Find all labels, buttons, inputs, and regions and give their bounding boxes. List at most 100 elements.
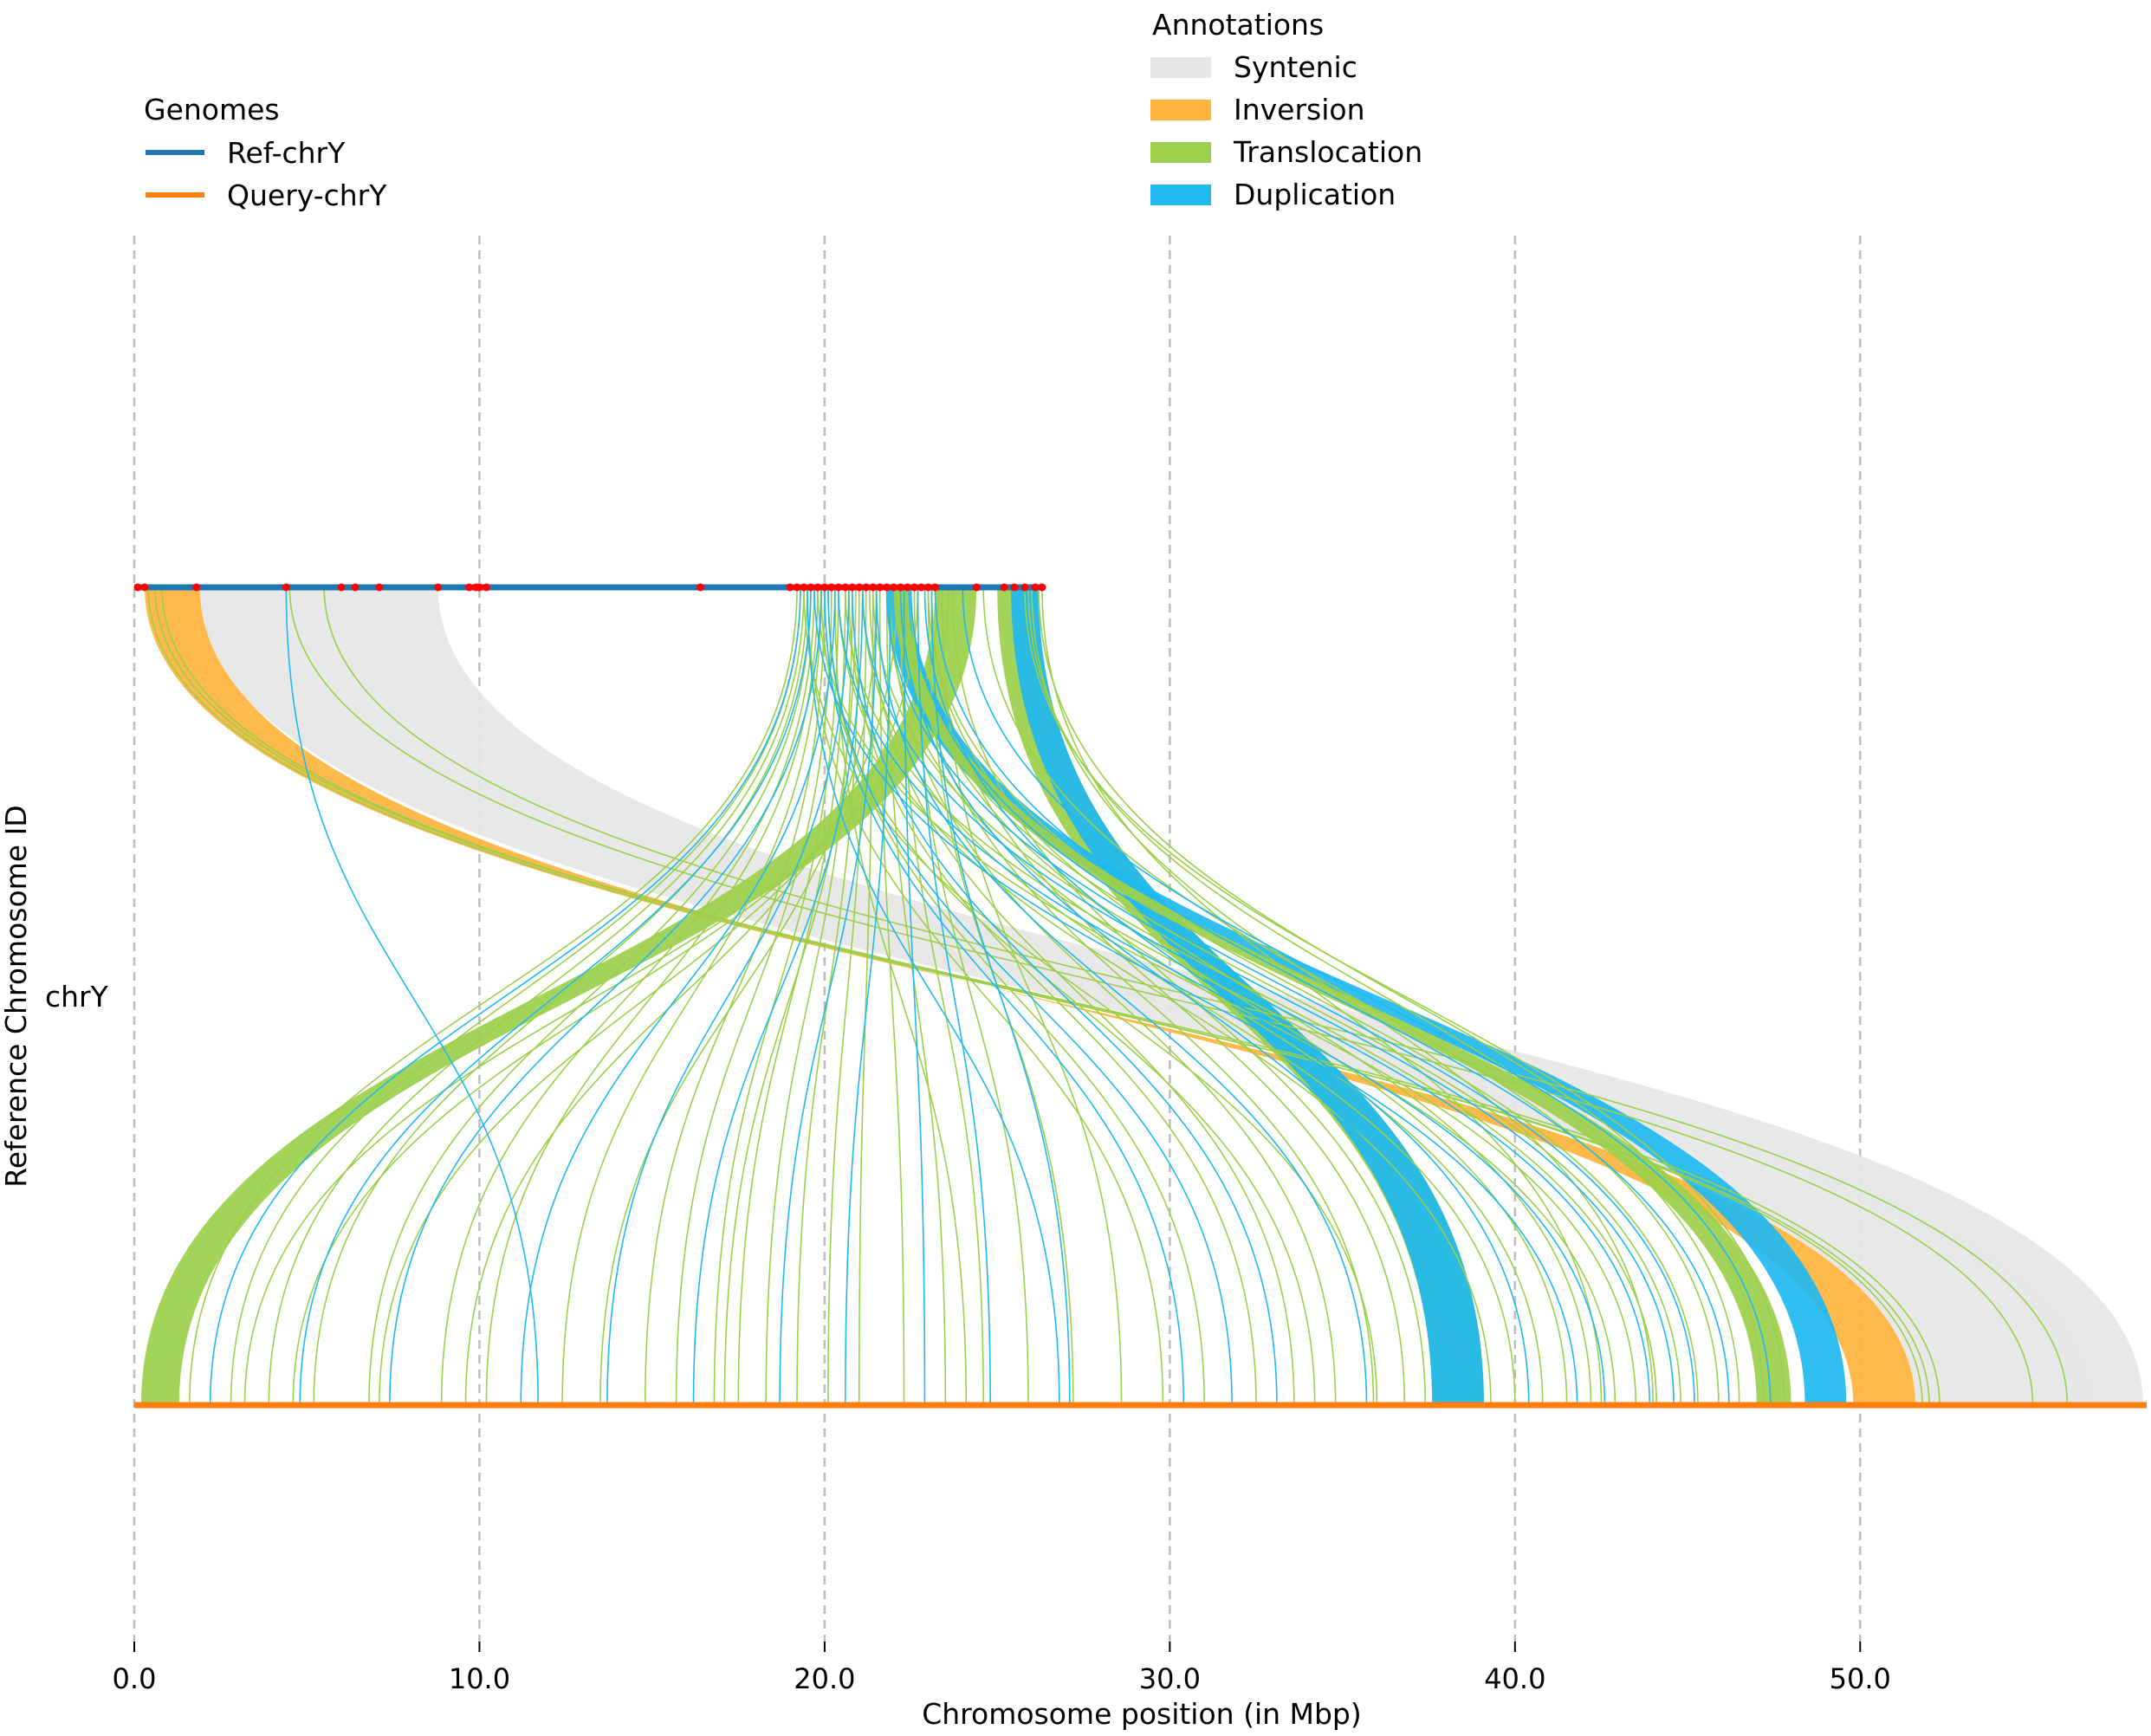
- breakpoint-marker: [890, 583, 898, 592]
- breakpoint-marker: [800, 583, 808, 592]
- link-duplication: [962, 586, 1772, 1406]
- ribbon-syntenic: [192, 587, 2096, 1405]
- link-translocation: [230, 586, 801, 1406]
- x-tick-label: 30.0: [1139, 1662, 1201, 1695]
- link-translocation: [368, 586, 812, 1406]
- breakpoint-marker: [904, 583, 912, 592]
- breakpoint-marker: [465, 583, 474, 592]
- link-translocation: [913, 586, 1029, 1406]
- link-translocation: [871, 586, 1657, 1406]
- breakpoint-marker: [813, 583, 822, 592]
- link-duplication: [930, 586, 1071, 1406]
- link-duplication: [285, 586, 539, 1406]
- row-label-chrY: chrY: [45, 980, 109, 1014]
- link-duplication: [851, 586, 1278, 1406]
- link-translocation: [644, 586, 826, 1406]
- link-duplication: [910, 586, 1695, 1406]
- link-duplication: [779, 586, 878, 1406]
- link-duplication: [875, 586, 1368, 1406]
- link-translocation: [147, 586, 1930, 1406]
- link-translocation: [820, 586, 1316, 1406]
- link-translocation: [807, 586, 1164, 1406]
- breakpoint-marker: [1020, 583, 1029, 592]
- link-translocation: [982, 586, 1720, 1406]
- link-translocation: [713, 586, 839, 1406]
- link-translocation: [848, 586, 1257, 1406]
- x-tick-label: 50.0: [1830, 1662, 1891, 1695]
- link-duplication: [606, 586, 850, 1406]
- breakpoint-marker: [869, 583, 878, 592]
- ref-breakpoints: [133, 583, 1046, 592]
- legend-duplication-label: Duplication: [1234, 178, 1396, 211]
- breakpoint-marker: [930, 583, 939, 592]
- link-translocation: [1041, 586, 1603, 1406]
- breakpoint-marker: [917, 583, 925, 592]
- link-translocation: [834, 586, 968, 1406]
- link-translocation: [723, 586, 857, 1406]
- link-translocation: [485, 586, 819, 1406]
- legend-genomes: Genomes Ref-chrY Query-chrY: [144, 93, 387, 212]
- link-duplication: [934, 586, 1730, 1406]
- link-translocation: [765, 586, 853, 1406]
- link-translocation: [899, 586, 1681, 1406]
- link-translocation: [927, 586, 1699, 1406]
- link-translocation: [803, 586, 1378, 1406]
- breakpoint-marker: [820, 583, 829, 592]
- link-translocation: [292, 586, 940, 1406]
- legend-annotations-title: Annotations: [1152, 8, 1324, 42]
- link-duplication: [520, 586, 836, 1406]
- link-duplication: [861, 586, 1651, 1406]
- breakpoint-marker: [1038, 583, 1046, 592]
- breakpoint-marker: [883, 583, 891, 592]
- link-translocation: [561, 586, 822, 1406]
- link-duplication: [389, 586, 822, 1406]
- breakpoint-marker: [475, 583, 483, 592]
- link-translocation: [861, 586, 1516, 1406]
- x-axis-label: Chromosome position (in Mbp): [922, 1697, 1362, 1731]
- breakpoint-marker: [793, 583, 801, 592]
- link-duplication: [838, 586, 1606, 1406]
- x-tick-label: 10.0: [449, 1662, 510, 1695]
- breakpoint-marker: [841, 583, 850, 592]
- link-duplication: [824, 586, 1185, 1406]
- legend-translocation-label: Translocation: [1233, 135, 1422, 169]
- link-duplication: [807, 586, 1060, 1406]
- x-tick-label: 40.0: [1484, 1662, 1545, 1695]
- breakpoint-marker: [972, 583, 981, 592]
- link-translocation: [1024, 586, 1785, 1406]
- link-translocation: [161, 586, 1923, 1406]
- breakpoint-marker: [140, 583, 149, 592]
- breakpoint-marker: [862, 583, 871, 592]
- breakpoint-marker: [910, 583, 919, 592]
- link-translocation: [599, 586, 878, 1406]
- legend-duplication-swatch: [1150, 185, 1211, 205]
- breakpoint-marker: [351, 583, 360, 592]
- breakpoint-marker: [696, 583, 704, 592]
- link-translocation: [440, 586, 815, 1406]
- breakpoint-marker: [848, 583, 857, 592]
- breakpoint-marker: [192, 583, 201, 592]
- breakpoint-marker: [282, 583, 290, 592]
- breakpoint-marker: [923, 583, 932, 592]
- legend-annotations: Annotations Syntenic Inversion Transloca…: [1150, 8, 1422, 211]
- link-duplication: [827, 586, 1233, 1406]
- y-axis-label: Reference Chromosome ID: [0, 805, 33, 1187]
- breakpoint-marker: [482, 583, 490, 592]
- link-translocation: [288, 586, 2034, 1406]
- breakpoint-marker: [434, 583, 443, 592]
- legend-query-label: Query-chrY: [227, 178, 387, 212]
- x-tick-label: 0.0: [113, 1662, 157, 1695]
- link-translocation: [817, 586, 1616, 1406]
- link-duplication: [885, 586, 1675, 1406]
- link-translocation: [889, 586, 1337, 1406]
- link-translocation: [737, 586, 846, 1406]
- link-translocation: [927, 586, 1592, 1406]
- breakpoint-marker: [897, 583, 905, 592]
- legend-inversion-label: Inversion: [1234, 93, 1365, 126]
- link-duplication: [299, 586, 812, 1406]
- legend-syntenic-swatch: [1150, 57, 1211, 78]
- breakpoint-marker: [834, 583, 843, 592]
- legend-ref-label: Ref-chrY: [227, 136, 346, 170]
- link-translocation: [885, 586, 1544, 1406]
